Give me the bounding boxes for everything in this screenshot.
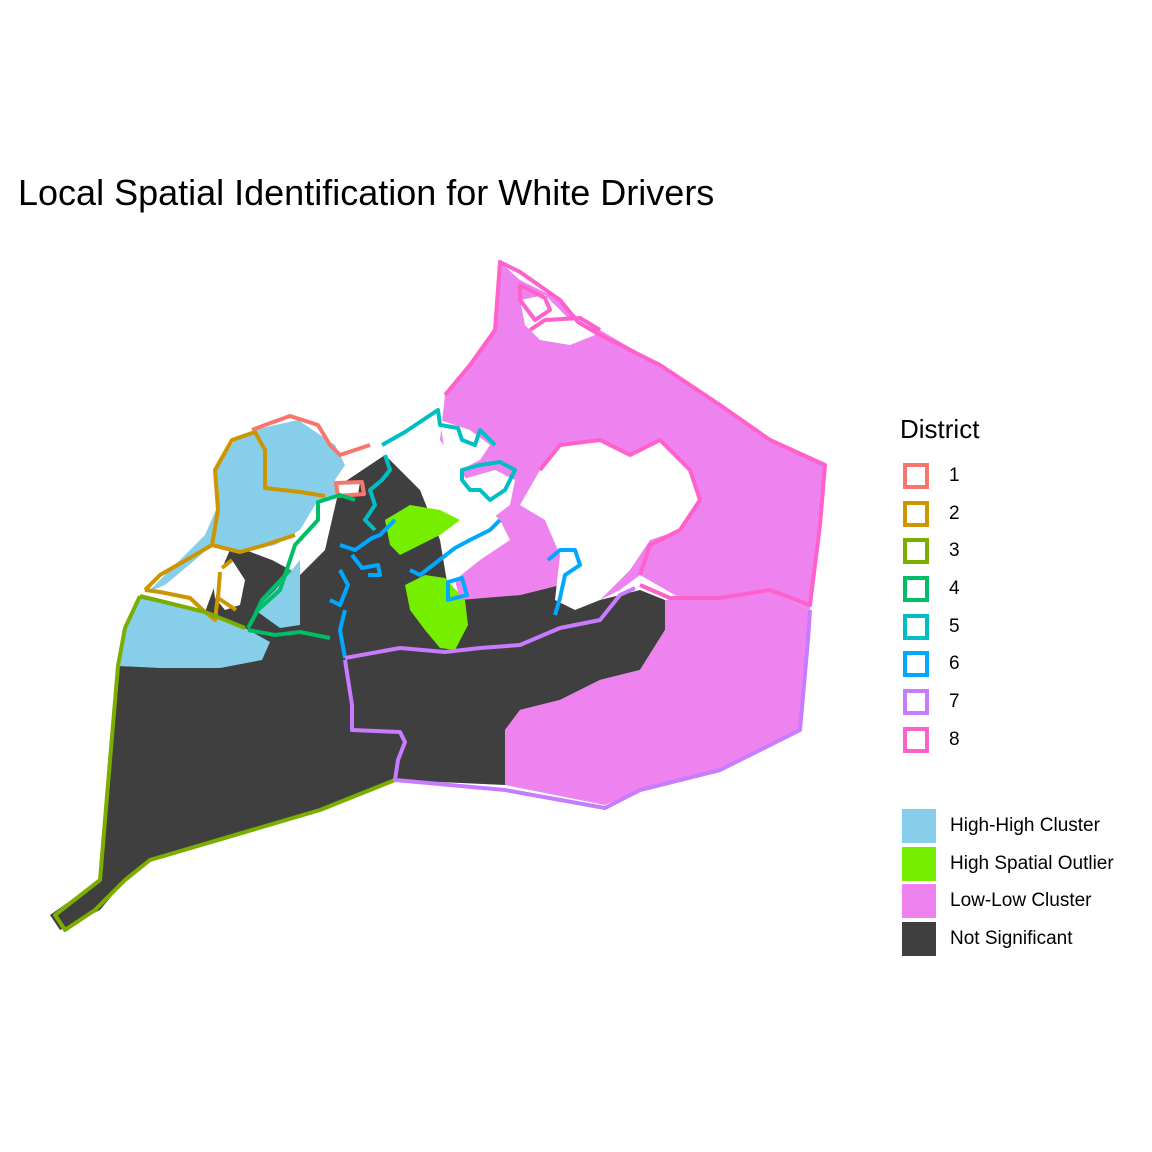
legend-swatch — [902, 846, 936, 881]
map-title: Local Spatial Identification for White D… — [18, 172, 715, 213]
region-high-high-west — [118, 598, 270, 668]
district-boundary-6 — [329, 518, 582, 659]
district-boundary-4 — [246, 493, 356, 640]
legend-district-label: 3 — [949, 540, 960, 562]
legend-district-1: 1 — [900, 457, 979, 495]
legend-category-high-high: High-High Cluster — [902, 807, 1114, 845]
region-low-low-north — [440, 262, 825, 610]
region-no-data-6 — [338, 482, 360, 495]
legend-district-8: 8 — [900, 721, 979, 759]
district-boundary-3 — [53, 594, 396, 932]
legend-district-label: 8 — [949, 728, 960, 750]
legend-swatch — [903, 688, 929, 715]
legend-category-label: Low-Low Cluster — [950, 890, 1092, 912]
legend-title: District — [900, 414, 980, 444]
region-no-data-2 — [520, 440, 700, 610]
legend-district-label: 7 — [949, 690, 960, 712]
region-not-significant — [50, 455, 665, 930]
legend-swatch — [903, 613, 929, 640]
district-legend: District 1 2 3 4 5 6 7 8 — [900, 414, 979, 759]
district-boundary-1 — [251, 414, 371, 498]
legend-swatch — [902, 884, 936, 919]
legend-swatch — [902, 921, 936, 956]
legend-swatch — [902, 808, 936, 843]
district-boundary-2 — [143, 430, 326, 622]
legend-category-label: High Spatial Outlier — [950, 852, 1114, 874]
legend-district-label: 6 — [949, 653, 960, 675]
legend-category-low-low: Low-Low Cluster — [902, 882, 1114, 920]
legend-swatch — [903, 575, 929, 602]
region-no-data-3 — [440, 420, 490, 470]
district-boundary-8 — [443, 260, 827, 607]
legend-category-high-outlier: High Spatial Outlier — [902, 845, 1114, 883]
legend-swatch — [903, 538, 929, 565]
legend-swatch — [903, 726, 929, 753]
region-high-high-north — [148, 420, 345, 592]
district-boundary-5 — [363, 408, 517, 532]
legend-district-7: 7 — [900, 683, 979, 721]
legend-district-label: 5 — [949, 615, 960, 637]
legend-district-label: 1 — [949, 464, 960, 486]
legend-district-label: 4 — [949, 577, 960, 599]
legend-district-4: 4 — [900, 570, 979, 608]
legend-district-2: 2 — [900, 495, 979, 533]
category-legend: High-High Cluster High Spatial Outlier L… — [902, 807, 1114, 958]
legend-category-not-significant: Not Significant — [902, 920, 1114, 958]
legend-category-label: Not Significant — [950, 927, 1073, 949]
region-low-low-south — [505, 590, 810, 805]
district-boundary-7 — [343, 586, 812, 810]
region-high-outlier-1 — [385, 505, 460, 555]
legend-district-6: 6 — [900, 645, 979, 683]
legend-swatch — [903, 462, 929, 489]
legend-district-5: 5 — [900, 608, 979, 646]
legend-swatch — [903, 500, 929, 527]
legend-district-3: 3 — [900, 532, 979, 570]
legend-district-label: 2 — [949, 502, 960, 524]
legend-swatch — [903, 651, 929, 678]
region-high-outlier-2 — [405, 575, 468, 650]
legend-category-label: High-High Cluster — [950, 814, 1100, 836]
